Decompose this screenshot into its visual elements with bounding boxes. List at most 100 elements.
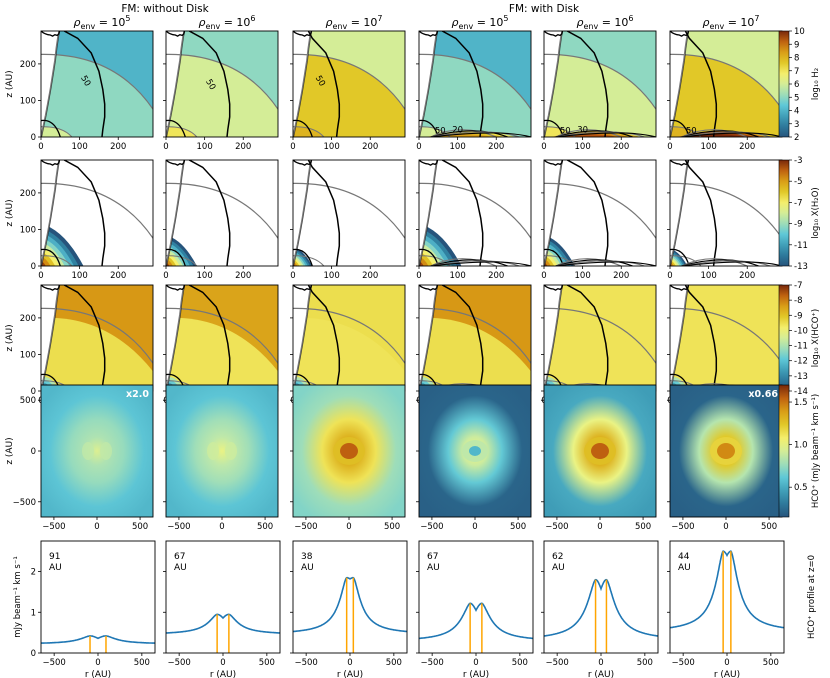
colorbar-tick-label: -8 (794, 296, 802, 306)
x-tick-label: 200 (488, 142, 504, 152)
colorbar-tick-label: -12 (794, 357, 808, 367)
group-title-with-disk: FM: with Disk (509, 3, 580, 15)
contour-envelope-gray (419, 307, 531, 365)
disk-contour (430, 259, 509, 266)
contour-inner-black (166, 119, 186, 137)
y-tick-label: 200 (20, 189, 36, 199)
title-exp: 5 (125, 14, 130, 23)
panel-frame (165, 30, 279, 138)
column-title: ρenv = 107 (702, 14, 759, 31)
title-rho: ρ (702, 16, 709, 29)
hco-inner-region (544, 317, 656, 391)
x-tick-label: 0 (220, 658, 225, 668)
x-tick-label: 100 (324, 142, 340, 152)
colorbar-tick-label: -5 (794, 177, 802, 187)
title-eq: = 10 (724, 16, 754, 29)
x-tick-label: −500 (671, 522, 694, 532)
contour-envelope-gray (293, 53, 405, 111)
contour-inner-black (41, 248, 61, 266)
image-core (717, 443, 735, 459)
colorbar-tick-label: 1.0 (794, 441, 808, 451)
colorbar-label: log₁₀ H₂ (811, 68, 821, 100)
h2o-panel (419, 160, 531, 266)
image-fill (166, 385, 278, 517)
x-tick-label: 0 (163, 142, 168, 152)
colorbar-tick-label: -7 (794, 198, 802, 208)
y-tick-label: 0 (31, 262, 36, 272)
hco-panel (670, 285, 782, 391)
peak-separation-unit: AU (49, 563, 62, 573)
h2-disk-layer (677, 134, 744, 137)
colorbar-tick-label: -10 (794, 326, 808, 336)
x-tick-label: 100 (72, 271, 88, 281)
hco-image-panel (419, 385, 531, 517)
hco-image-panel (166, 385, 278, 517)
column-title: ρenv = 106 (576, 14, 633, 31)
x-tick-label: 500 (761, 522, 777, 532)
contour-50k (63, 160, 106, 266)
disk-contour (681, 132, 782, 137)
disk-contour (555, 259, 634, 266)
y-axis-label: z (AU) (5, 324, 15, 351)
h2-core-region (293, 126, 324, 137)
disk-contour (430, 261, 531, 266)
h2o-panel (166, 160, 278, 266)
x-tick-label: −500 (167, 522, 190, 532)
title-eq: = 10 (347, 16, 377, 29)
profile-line (293, 576, 407, 633)
x-tick-label: 0 (95, 658, 100, 668)
h2-panel: 50 (41, 31, 153, 137)
contour-50k (307, 160, 341, 266)
x-tick-label: 100 (701, 142, 717, 152)
image-lobe (225, 442, 237, 460)
colorbar-tick-label: -11 (794, 342, 808, 352)
cavity-edge (41, 160, 61, 266)
profile-panel (670, 550, 784, 653)
x-tick-label: 500 (257, 522, 273, 532)
x-tick-label: 100 (701, 271, 717, 281)
cavity-top-black (419, 160, 439, 166)
colorbar-label: log₁₀ X(HCO⁺) (811, 309, 821, 367)
x-tick-label: 500 (384, 522, 400, 532)
title-rho: ρ (73, 16, 80, 29)
column-title: ρenv = 105 (73, 14, 130, 31)
contour-envelope-gray (670, 307, 782, 365)
group-title-without-disk: FM: without Disk (121, 3, 209, 15)
peak-separation-value: 67 (427, 552, 438, 562)
peak-separation-value: 62 (552, 552, 563, 562)
panel-frame (165, 159, 279, 267)
contour-50k (566, 160, 609, 266)
title-exp: 5 (503, 14, 508, 23)
x-tick-label: 200 (488, 271, 504, 281)
disk-contour (555, 260, 645, 266)
hco-image-panel (670, 385, 782, 517)
title-sub: env (80, 22, 95, 31)
x-tick-label: 0 (38, 271, 43, 281)
image-fill (41, 385, 153, 517)
h2o-panel (41, 160, 153, 266)
x-tick-label: 500 (763, 658, 779, 668)
contour-50k (566, 285, 609, 391)
x-tick-label: −500 (420, 522, 443, 532)
x-tick-label: 500 (386, 658, 402, 668)
cavity-top-black (670, 31, 690, 37)
profile-line (544, 578, 658, 637)
x-tick-label: 100 (575, 142, 591, 152)
image-lobe (82, 442, 94, 460)
disk-contour (555, 261, 656, 266)
x-tick-label: 200 (110, 142, 126, 152)
x-tick-label: 0 (416, 142, 421, 152)
image-core (591, 443, 609, 459)
disk-contour (555, 258, 622, 266)
panel-frame (418, 30, 532, 138)
contour-50k (441, 160, 484, 266)
contour-envelope-gray (544, 182, 656, 240)
profile-panel (41, 635, 155, 653)
cavity-top-black (544, 160, 564, 166)
x-tick-label: 0 (290, 142, 295, 152)
disk-contour (681, 131, 771, 137)
cavity-top-black (544, 285, 564, 291)
contour-label: 30 (577, 126, 588, 136)
peak-separation-unit: AU (678, 563, 691, 573)
cavity-top-black (41, 31, 61, 37)
